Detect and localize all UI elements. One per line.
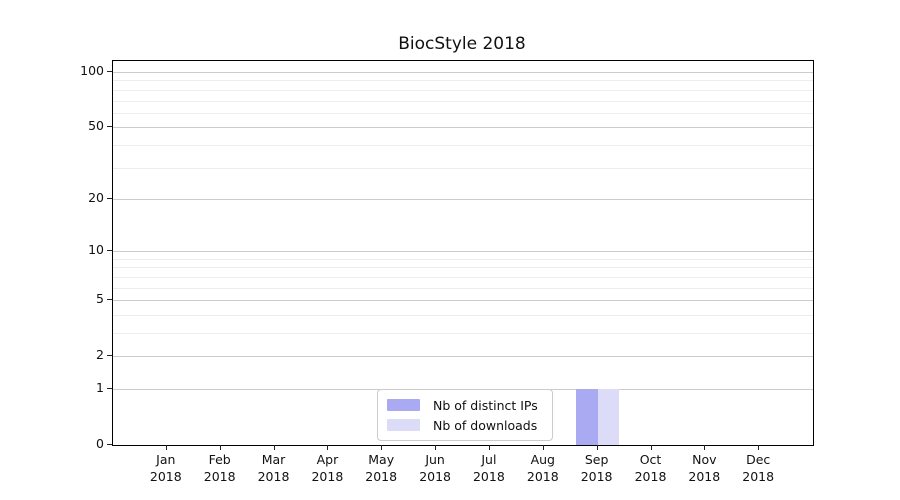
y-tick-label: 20: [88, 189, 104, 205]
legend-row-downloads: Nb of downloads: [387, 416, 543, 434]
y-gridline-minor: [113, 276, 813, 278]
y-tick-mark: [107, 71, 112, 72]
x-tick-label-month: Apr: [316, 452, 339, 467]
y-gridline-minor: [113, 100, 813, 102]
x-tick-mark: [704, 445, 706, 450]
y-gridline-minor: [113, 167, 813, 169]
y-gridline-minor: [113, 258, 813, 260]
x-tick-label: Nov 2018: [672, 451, 736, 485]
x-tick-label: Feb 2018: [188, 451, 252, 485]
x-tick-label-month: Jun: [425, 452, 445, 467]
x-tick-label-month: Dec: [746, 452, 771, 467]
x-tick-mark: [758, 445, 760, 450]
y-gridline-minor: [113, 144, 813, 146]
x-tick-label-month: Oct: [639, 452, 662, 467]
x-tick-label: Jul 2018: [457, 451, 521, 485]
y-gridline-major: [113, 356, 813, 358]
bar-downloads: [597, 389, 620, 445]
x-tick-mark: [650, 445, 652, 450]
plot-area: Nb of distinct IPs Nb of downloads: [112, 60, 814, 446]
x-tick-label-year: 2018: [526, 469, 559, 484]
y-tick-label: 1: [96, 380, 104, 395]
y-gridline-minor: [113, 267, 813, 269]
y-gridline-major: [113, 389, 813, 390]
x-tick-label-year: 2018: [472, 469, 505, 484]
legend-row-distinct-ips: Nb of distinct IPs: [387, 396, 543, 414]
x-tick-label-year: 2018: [580, 469, 613, 484]
legend-label-downloads: Nb of downloads: [433, 417, 538, 433]
chart-title: BiocStyle 2018: [398, 34, 526, 54]
y-tick-mark: [107, 197, 112, 199]
x-tick-label-year: 2018: [419, 469, 451, 484]
y-tick-label: 0: [96, 436, 104, 451]
y-gridline-major: [113, 251, 813, 253]
y-tick-label: 2: [96, 347, 104, 363]
x-tick-label-month: May: [368, 452, 395, 467]
y-gridline-major: [113, 127, 813, 129]
x-tick-label-year: 2018: [742, 469, 775, 484]
x-tick-label: Aug 2018: [511, 451, 575, 485]
bar-distinct-ips: [576, 389, 598, 445]
x-tick-mark: [435, 445, 437, 450]
y-gridline-major: [113, 72, 813, 73]
x-tick-label: Mar 2018: [242, 451, 306, 485]
y-tick-label: 10: [88, 242, 104, 258]
x-tick-label: Jan 2018: [134, 451, 198, 485]
x-tick-label-year: 2018: [149, 469, 182, 484]
y-gridline-minor: [113, 112, 813, 114]
x-tick-label-year: 2018: [203, 469, 236, 484]
x-tick-label-year: 2018: [257, 469, 290, 484]
x-tick-label-month: Nov: [692, 452, 717, 467]
y-gridline-minor: [113, 314, 813, 316]
x-tick-mark: [488, 445, 490, 450]
x-tick-label: Jun 2018: [403, 451, 467, 485]
x-tick-label: Dec 2018: [726, 451, 790, 485]
y-gridline-major: [113, 198, 813, 200]
y-tick-label: 5: [96, 291, 104, 307]
x-tick-mark: [219, 445, 221, 450]
y-tick-mark: [107, 299, 112, 301]
y-gridline-major: [113, 300, 813, 302]
x-tick-mark: [596, 445, 598, 450]
x-tick-mark: [165, 445, 167, 450]
y-gridline-minor: [113, 333, 813, 334]
x-tick-label-month: Jan: [156, 452, 176, 467]
y-tick-mark: [107, 250, 112, 252]
x-tick-label-month: Jul: [481, 452, 497, 467]
legend-swatch-downloads: [387, 419, 420, 431]
x-tick-mark: [327, 445, 329, 450]
y-tick-mark: [107, 444, 112, 445]
x-tick-label: Apr 2018: [295, 451, 359, 485]
x-tick-label-month: Aug: [530, 452, 555, 467]
x-tick-mark: [381, 445, 383, 450]
y-gridline-minor: [113, 80, 813, 82]
legend: Nb of distinct IPs Nb of downloads: [377, 389, 553, 441]
x-tick-mark: [542, 445, 544, 450]
y-tick-label: 100: [80, 63, 104, 78]
x-tick-label-year: 2018: [365, 469, 398, 484]
x-tick-label: May 2018: [349, 451, 413, 485]
y-gridline-minor: [113, 287, 813, 289]
x-tick-mark: [273, 445, 275, 450]
x-tick-label-year: 2018: [688, 469, 721, 484]
y-tick-mark: [107, 126, 112, 128]
y-tick-mark: [107, 388, 112, 389]
legend-label-distinct-ips: Nb of distinct IPs: [433, 397, 538, 413]
x-tick-label-year: 2018: [311, 469, 344, 484]
x-tick-label: Oct 2018: [619, 451, 683, 485]
x-tick-label-month: Sep: [584, 452, 609, 467]
y-tick-mark: [107, 355, 112, 357]
y-gridline-minor: [113, 89, 813, 91]
x-tick-label-month: Mar: [261, 452, 286, 467]
x-tick-label: Sep 2018: [565, 451, 629, 485]
y-tick-label: 50: [88, 118, 104, 134]
legend-swatch-distinct-ips: [387, 399, 420, 411]
x-tick-label-year: 2018: [634, 469, 667, 484]
x-tick-label-month: Feb: [208, 452, 231, 467]
